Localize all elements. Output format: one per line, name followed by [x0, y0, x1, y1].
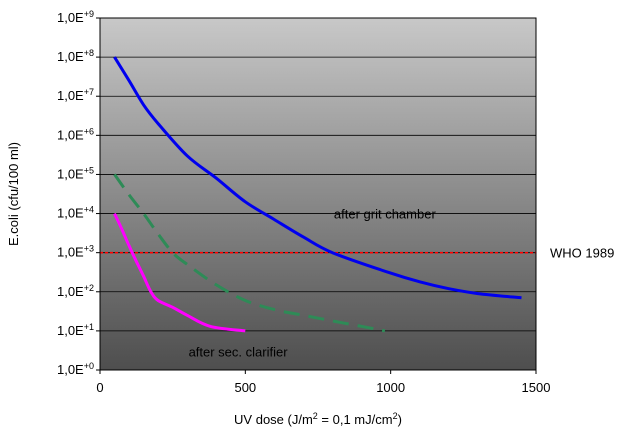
series-line	[113, 212, 246, 333]
x-tick-label: 0	[96, 380, 103, 395]
plot-border	[99, 17, 537, 371]
x-axis-title: UV dose (J/m2 = 0,1 mJ/cm2)	[234, 411, 402, 427]
x-tick-label: 1500	[522, 380, 551, 395]
plot-area	[100, 18, 536, 370]
y-axis-ticks: 1,0E+0 1,0E+1 1,0E+2 1,0E+3 1,0E+4 1,0E+5 1,0E…	[57, 9, 100, 377]
reference-line-label: WHO 1989	[550, 246, 614, 261]
y-tick-label: 1,0E+4	[57, 205, 94, 221]
y-tick-label: 1,0E+1	[57, 322, 94, 338]
y-axis-title: E.coli (cfu/100 ml)	[6, 142, 21, 246]
y-tick-label: 1,0E+9	[57, 9, 94, 25]
y-tick-label: 1,0E+5	[57, 165, 94, 181]
series-line	[113, 56, 522, 300]
annotations: after grit chamber after sec. clarifier	[189, 207, 437, 360]
y-tick-label: 1,0E+6	[57, 126, 94, 142]
annotation-label: after grit chamber	[334, 207, 437, 222]
y-tick-label: 1,0E+3	[57, 244, 94, 260]
series-lines	[113, 56, 522, 333]
reference-lines: WHO 1989	[100, 246, 614, 261]
x-axis-ticks: 0 500 1000 1500	[96, 370, 550, 395]
y-tick-label: 1,0E+2	[57, 283, 94, 299]
y-tick-label: 1,0E+8	[57, 48, 94, 64]
y-tick-label: 1,0E+0	[57, 361, 94, 377]
x-tick-label: 500	[234, 380, 256, 395]
series-line	[113, 173, 386, 333]
x-tick-label: 1000	[376, 380, 405, 395]
y-tick-label: 1,0E+7	[57, 87, 94, 103]
annotation-label: after sec. clarifier	[189, 344, 289, 359]
